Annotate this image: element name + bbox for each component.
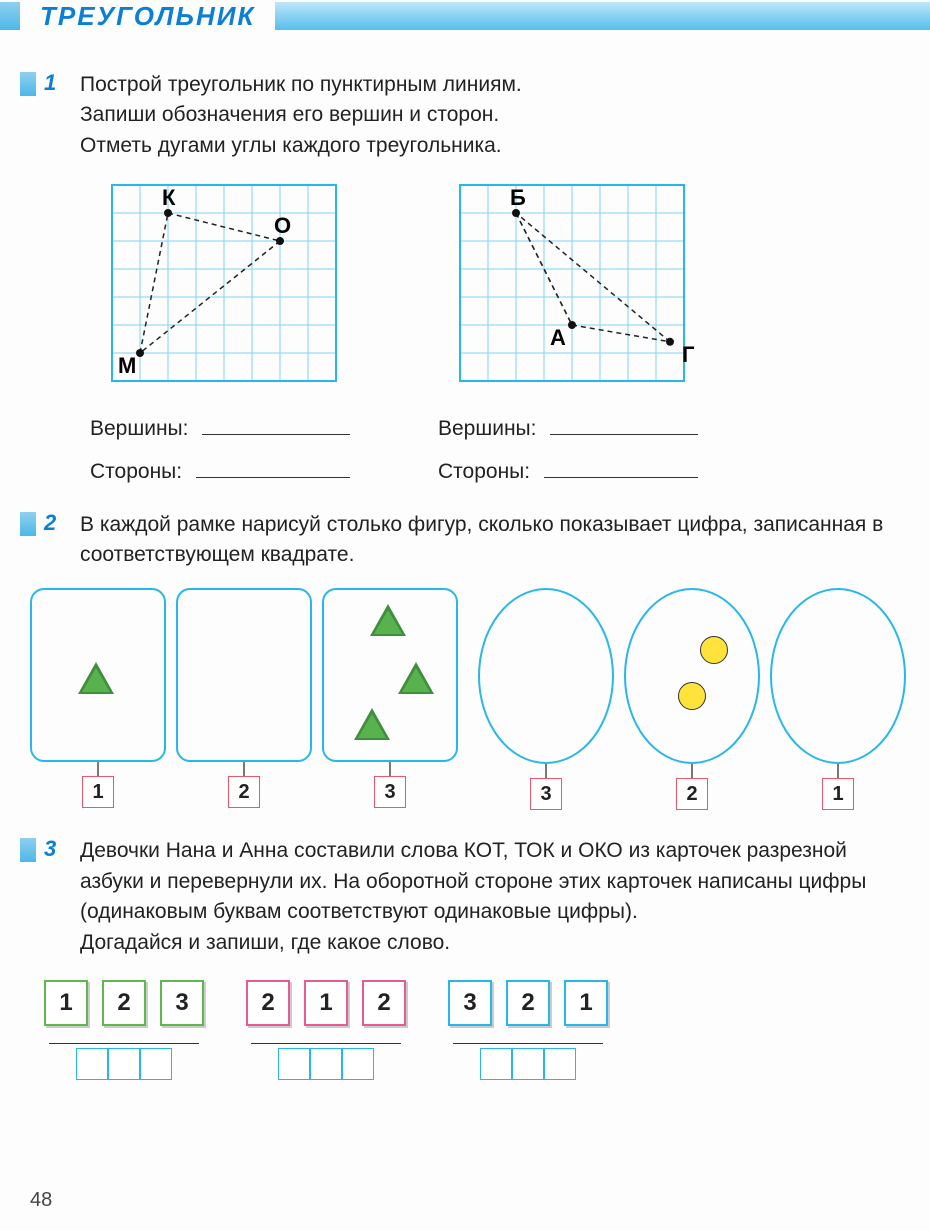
vertices-label-left: Вершины: xyxy=(90,417,188,441)
card-set: 123 xyxy=(44,980,204,1080)
grid-left: К О М xyxy=(90,181,358,399)
number-card: 1 xyxy=(304,980,348,1026)
frame-1[interactable] xyxy=(30,588,166,762)
vertices-label-right: Вершины: xyxy=(438,417,536,441)
task-2-text: В каждой рамке нарисуй столько фигур, ск… xyxy=(80,510,900,571)
oval-2-number: 2 xyxy=(676,778,708,810)
circle-icon xyxy=(678,682,706,710)
sides-line-left[interactable] xyxy=(196,453,350,477)
answer-boxes[interactable] xyxy=(278,1048,374,1080)
oval-2[interactable] xyxy=(624,588,760,764)
number-card: 1 xyxy=(564,980,608,1026)
task-3-text: Девочки Нана и Анна составили слова КОТ,… xyxy=(80,836,900,958)
vertices-line-left[interactable] xyxy=(202,411,350,435)
task-1-line2: Запиши обозначения его вершин и сторон. xyxy=(80,100,900,130)
task-accent xyxy=(20,512,36,536)
svg-text:О: О xyxy=(274,213,291,238)
svg-text:М: М xyxy=(118,353,136,378)
number-card: 3 xyxy=(160,980,204,1026)
number-card: 2 xyxy=(246,980,290,1026)
triangle-icon xyxy=(370,604,406,636)
task-1-line1: Построй треугольник по пунктирным линиям… xyxy=(80,70,900,100)
task-3: 3 Девочки Нана и Анна составили слова КО… xyxy=(20,836,900,958)
header-title: ТРЕУГОЛЬНИК xyxy=(40,1,255,32)
task-2-shapes: 1 2 3 3 2 xyxy=(30,588,900,810)
vertices-line-right[interactable] xyxy=(550,411,698,435)
sides-line-right[interactable] xyxy=(544,453,698,477)
task-1-text: Построй треугольник по пунктирным линиям… xyxy=(80,70,900,161)
frame-3-number: 3 xyxy=(374,776,406,808)
answer-boxes[interactable] xyxy=(480,1048,576,1080)
header-tail xyxy=(275,2,930,30)
answer-line[interactable] xyxy=(453,1042,603,1044)
triangle-icon xyxy=(398,662,434,694)
sides-label-left: Стороны: xyxy=(90,460,182,484)
card-set: 321 xyxy=(448,980,608,1080)
task-1-line3: Отметь дугами углы каждого треугольника. xyxy=(80,131,900,161)
number-card: 2 xyxy=(102,980,146,1026)
card-set: 212 xyxy=(246,980,406,1080)
task-1-grids: К О М Вершины: Стороны: Б А Г Вершины: Сторо… xyxy=(90,181,900,483)
svg-text:А: А xyxy=(550,325,566,350)
number-card: 3 xyxy=(448,980,492,1026)
svg-text:К: К xyxy=(162,185,176,210)
triangle-icon xyxy=(78,662,114,694)
number-card: 1 xyxy=(44,980,88,1026)
oval-3-number: 1 xyxy=(822,778,854,810)
number-card: 2 xyxy=(362,980,406,1026)
frame-3[interactable] xyxy=(322,588,458,762)
frame-2[interactable] xyxy=(176,588,312,762)
svg-text:Б: Б xyxy=(510,185,526,210)
task-3-line2: Догадайся и запиши, где какое слово. xyxy=(80,928,900,958)
sides-label-right: Стороны: xyxy=(438,460,530,484)
svg-text:Г: Г xyxy=(682,342,695,367)
frame-2-number: 2 xyxy=(228,776,260,808)
frame-1-number: 1 xyxy=(82,776,114,808)
task-accent xyxy=(20,72,36,96)
task-number: 3 xyxy=(44,836,56,862)
task-3-line1: Девочки Нана и Анна составили слова КОТ,… xyxy=(80,836,900,927)
task-2: 2 В каждой рамке нарисуй столько фигур, … xyxy=(20,510,900,571)
oval-3[interactable] xyxy=(770,588,906,764)
header-accent xyxy=(0,2,20,30)
task-number: 1 xyxy=(44,70,56,96)
triangle-icon xyxy=(354,708,390,740)
answer-line[interactable] xyxy=(49,1042,199,1044)
page-number: 48 xyxy=(30,1189,52,1212)
page-header: ТРЕУГОЛЬНИК xyxy=(0,0,930,32)
answer-line[interactable] xyxy=(251,1042,401,1044)
task-3-cards: 123212321 xyxy=(44,980,900,1080)
number-card: 2 xyxy=(506,980,550,1026)
answer-boxes[interactable] xyxy=(76,1048,172,1080)
task-1: 1 Построй треугольник по пунктирным лини… xyxy=(20,70,900,161)
grid-right: Б А Г xyxy=(438,181,706,399)
task-number: 2 xyxy=(44,510,56,536)
task-accent xyxy=(20,838,36,862)
oval-1[interactable] xyxy=(478,588,614,764)
oval-1-number: 3 xyxy=(530,778,562,810)
circle-icon xyxy=(700,636,728,664)
